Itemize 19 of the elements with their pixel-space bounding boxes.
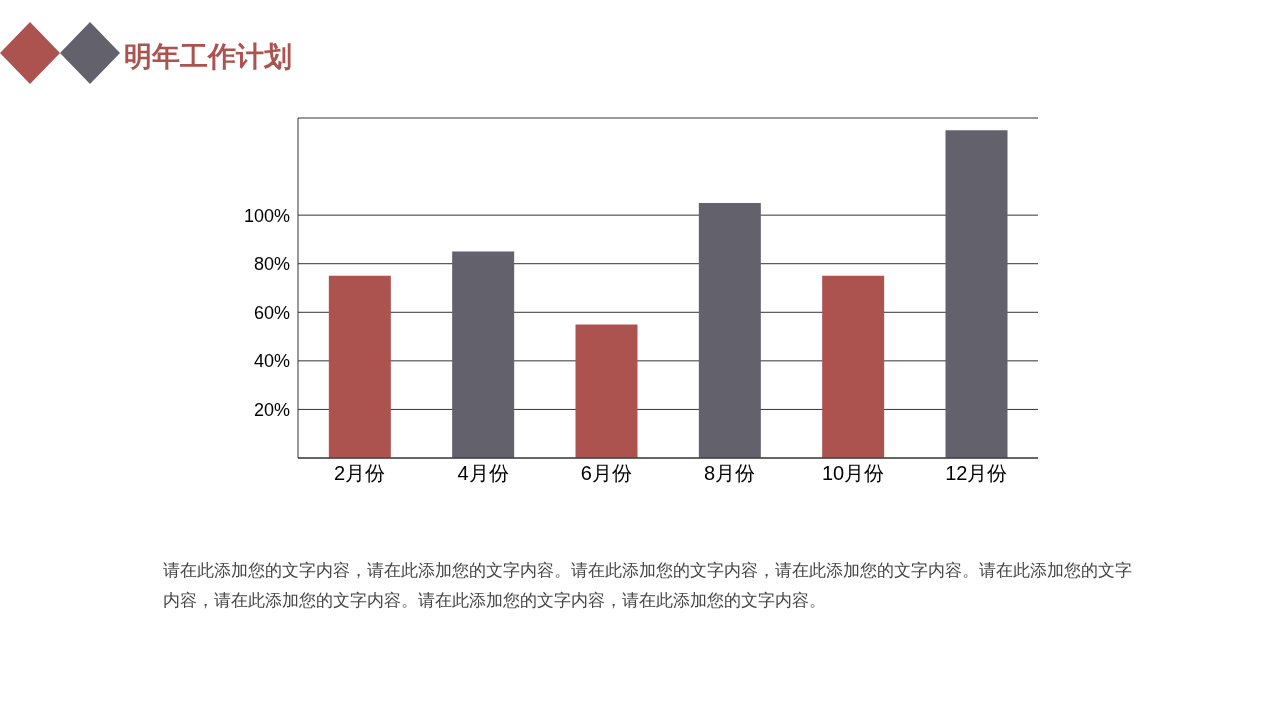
y-tick-label: 40% xyxy=(253,351,290,372)
y-tick-label: 80% xyxy=(253,254,290,275)
bar xyxy=(698,203,761,458)
bar xyxy=(822,275,885,458)
x-tick-label: 4月份 xyxy=(457,462,509,485)
x-tick-label: 10月份 xyxy=(821,462,885,485)
x-tick-label: 12月份 xyxy=(945,462,1008,485)
x-tick-label: 6月份 xyxy=(580,462,632,485)
x-tick-label: 2月份 xyxy=(334,462,386,485)
x-tick-label: 8月份 xyxy=(704,462,756,485)
y-tick-label: 60% xyxy=(253,302,290,323)
bar xyxy=(945,130,1008,458)
chart-title: 明年工作计划 xyxy=(124,40,292,74)
bar xyxy=(452,251,515,458)
text: 请在此添加您的文字内容，请在此添加您的文字内容。请在此添加您的文字内容，请在此添加您的文字内容。请在此添加您的文字内容，请在此添加您的文字内容。请在此添加您的文字内容，请在此添加您的文字内容。 xyxy=(163,560,1133,612)
bar xyxy=(575,324,638,458)
y-tick-label: 100% xyxy=(243,205,290,226)
y-tick-label: 20% xyxy=(253,399,290,420)
bar xyxy=(328,275,391,458)
